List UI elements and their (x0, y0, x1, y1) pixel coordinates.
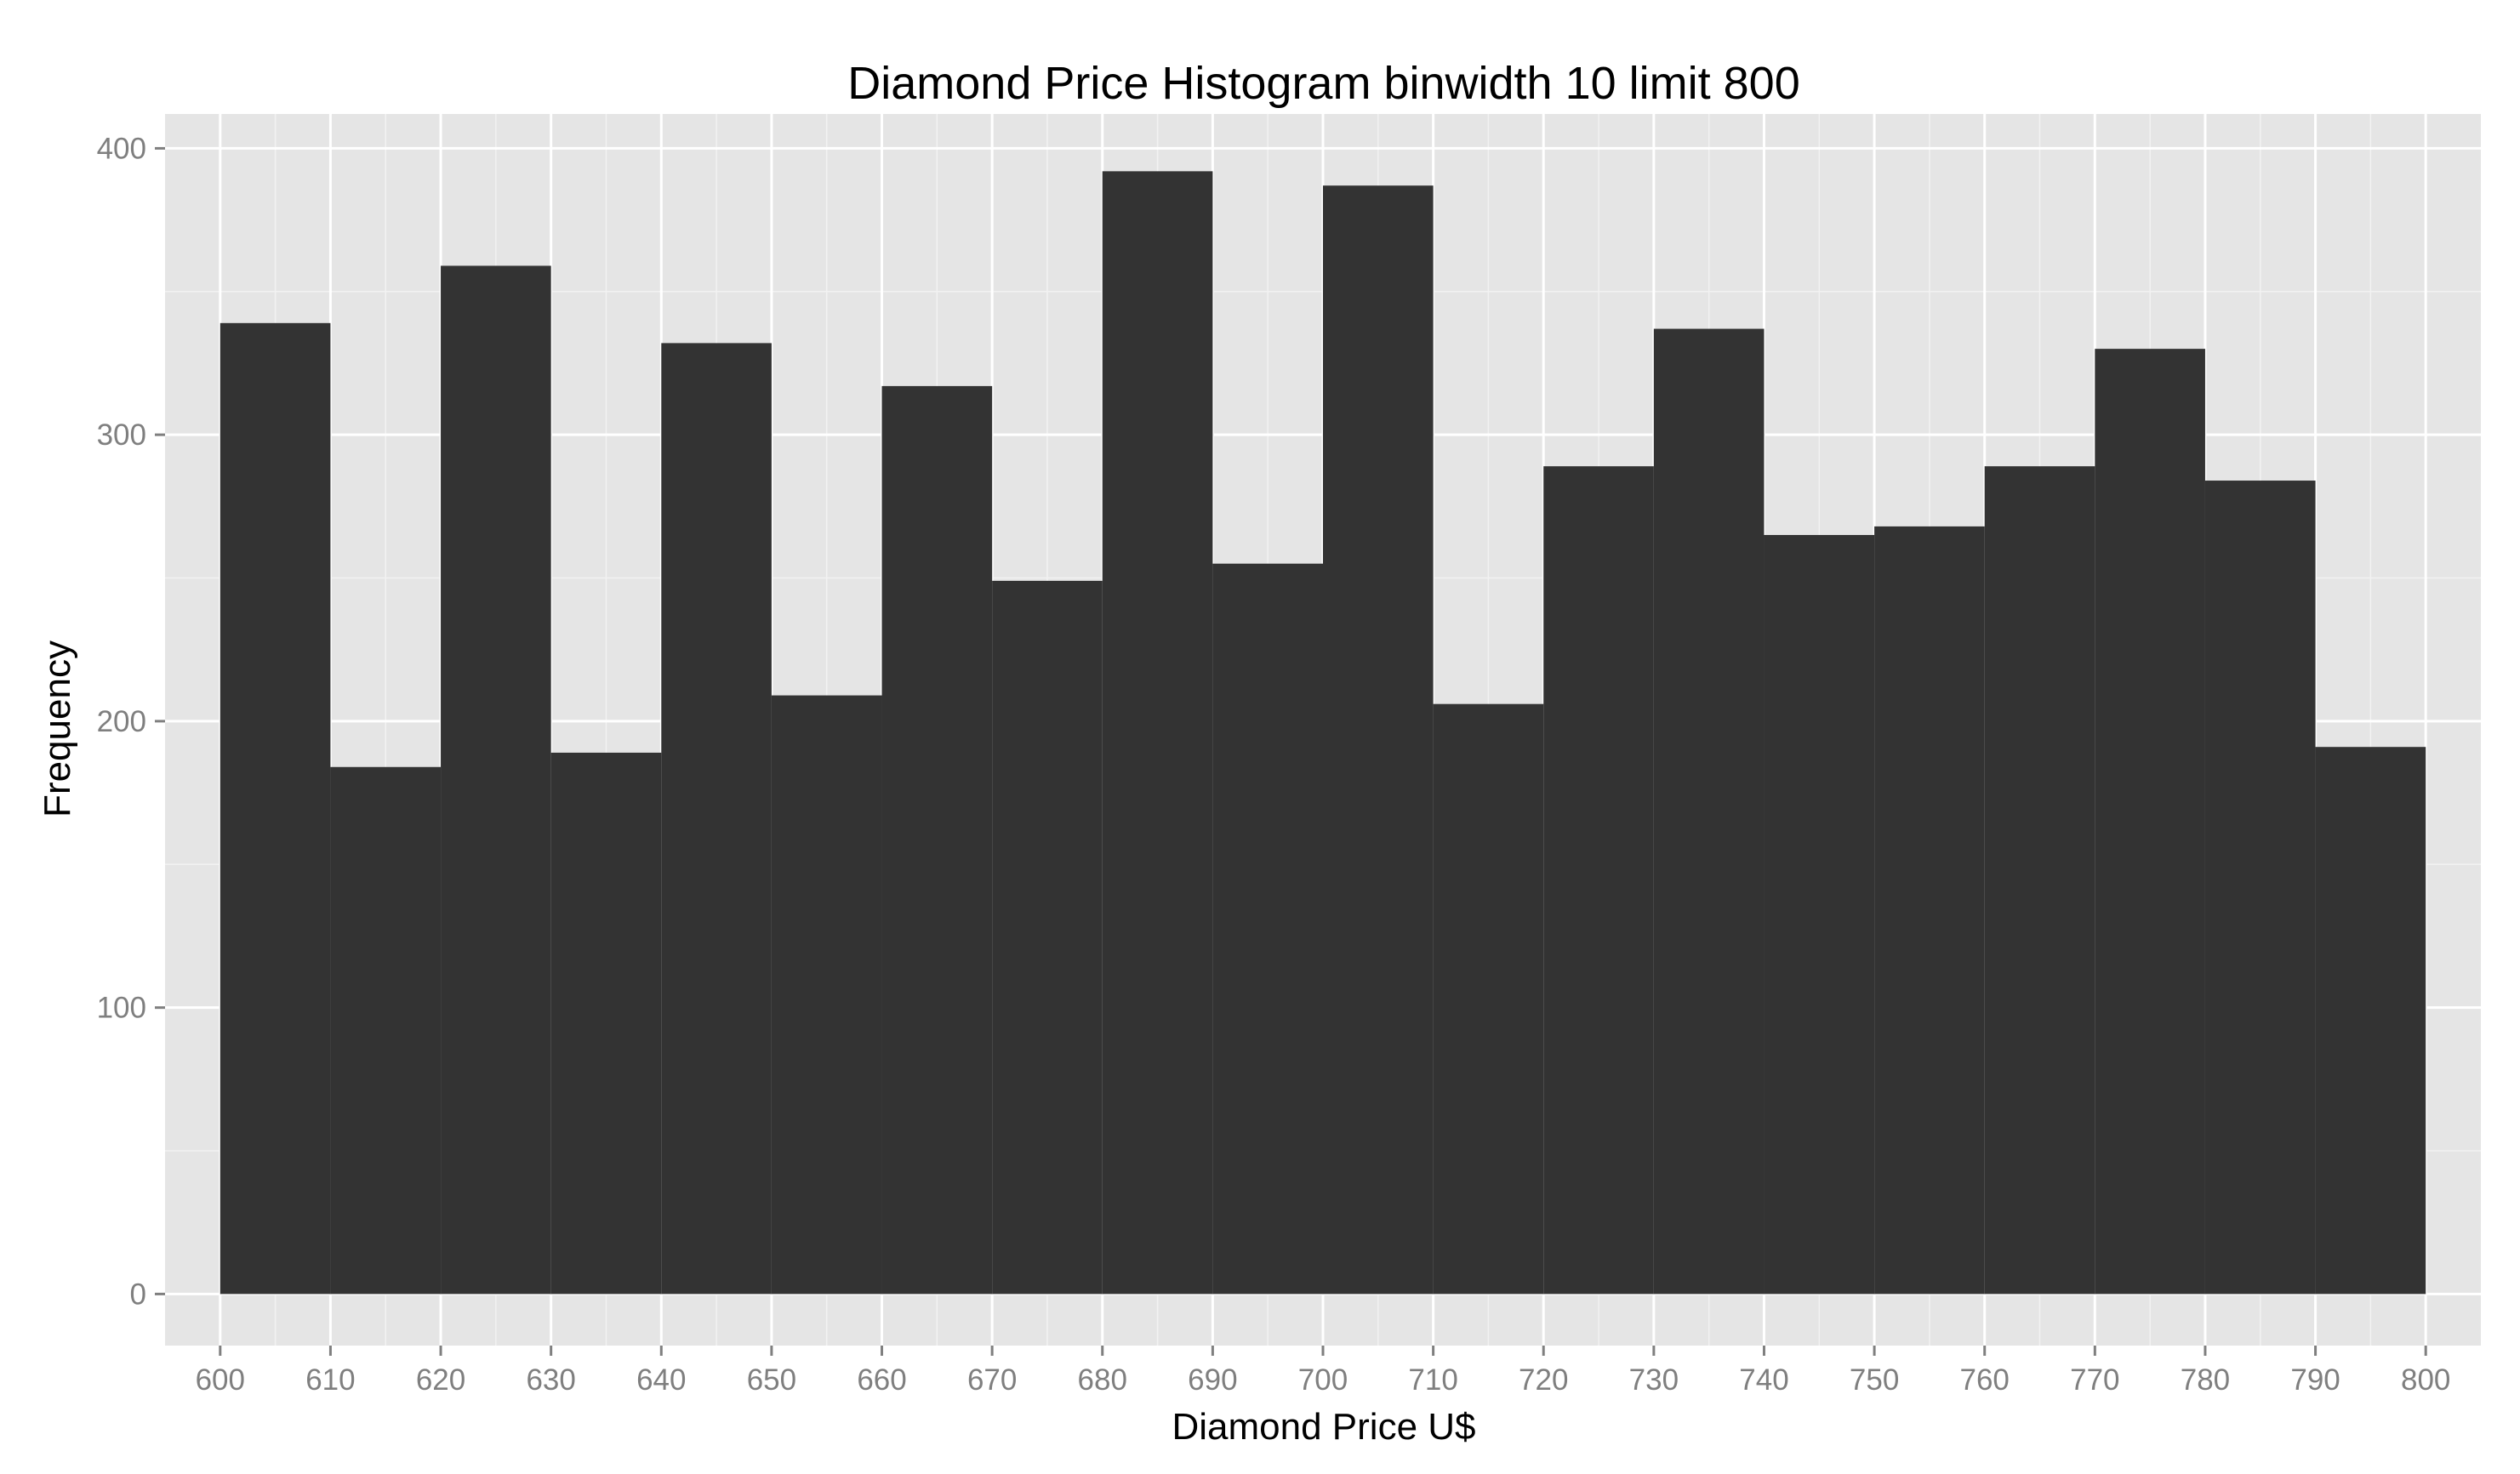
x-tick-label: 770 (2070, 1363, 2119, 1397)
y-axis: 0 100 200 300 400 (97, 132, 165, 1311)
x-tick-label: 620 (416, 1363, 465, 1397)
histogram-bar-680-690 (1102, 171, 1213, 1295)
histogram-bar-620-630 (441, 265, 551, 1295)
x-tick-label: 800 (2401, 1363, 2450, 1397)
x-tick-label: 600 (196, 1363, 245, 1397)
x-tick-label: 630 (526, 1363, 575, 1397)
histogram-bar-600-610 (220, 322, 331, 1295)
x-tick-label: 660 (857, 1363, 906, 1397)
histogram-bar-630-640 (550, 752, 662, 1295)
histogram-bar-750-760 (1874, 526, 1985, 1295)
y-tick-label: 0 (130, 1278, 146, 1311)
histogram-bar-610-620 (330, 766, 442, 1295)
histogram-bar-740-750 (1764, 535, 1875, 1295)
y-tick-label: 300 (97, 418, 146, 452)
x-tick-label: 760 (1960, 1363, 2010, 1397)
histogram-bar-690-700 (1212, 563, 1323, 1295)
x-tick-label: 610 (305, 1363, 355, 1397)
x-tick-label: 730 (1629, 1363, 1679, 1397)
x-tick-label: 680 (1078, 1363, 1127, 1397)
x-tick-label: 720 (1519, 1363, 1568, 1397)
chart-title: Diamond Price Histogram binwidth 10 limi… (847, 58, 1799, 109)
histogram-bar-700-710 (1323, 185, 1434, 1295)
histogram-bar-730-740 (1653, 328, 1765, 1295)
x-tick-label: 750 (1850, 1363, 1899, 1397)
x-tick-label: 650 (747, 1363, 796, 1397)
histogram-bar-640-650 (661, 343, 772, 1295)
x-tick-label: 790 (2290, 1363, 2340, 1397)
histogram-bar-760-770 (1984, 466, 2095, 1295)
x-tick-label: 710 (1408, 1363, 1457, 1397)
histogram-bar-770-780 (2095, 349, 2205, 1295)
y-axis-title: Frequency (37, 640, 78, 817)
x-axis-title: Diamond Price U$ (1172, 1406, 1475, 1448)
x-tick-label: 670 (967, 1363, 1017, 1397)
histogram-bar-790-800 (2315, 747, 2426, 1295)
x-axis: 600 610 620 630 640 650 660 670 680 690 700 710 720 7… (196, 1346, 2450, 1397)
y-tick-label: 200 (97, 705, 146, 738)
histogram-bar-780-790 (2204, 481, 2316, 1295)
histogram-bars (220, 171, 2426, 1295)
y-tick-label: 400 (97, 132, 146, 165)
x-tick-label: 780 (2181, 1363, 2230, 1397)
histogram-bar-650-660 (771, 695, 882, 1295)
histogram-bar-720-730 (1543, 466, 1654, 1295)
x-tick-label: 690 (1188, 1363, 1237, 1397)
x-tick-label: 640 (636, 1363, 686, 1397)
histogram-bar-670-680 (992, 580, 1103, 1295)
histogram-bar-660-670 (881, 385, 993, 1295)
histogram-bar-710-720 (1433, 703, 1544, 1295)
x-tick-label: 700 (1298, 1363, 1348, 1397)
x-tick-label: 740 (1739, 1363, 1788, 1397)
y-tick-label: 100 (97, 992, 146, 1025)
